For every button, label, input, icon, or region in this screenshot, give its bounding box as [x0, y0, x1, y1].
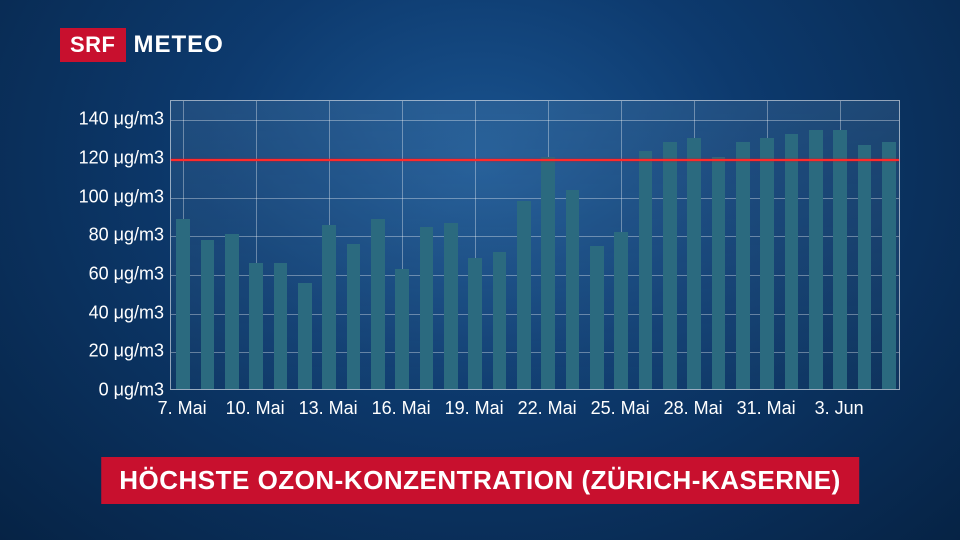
x-axis-label: 25. Mai [591, 398, 650, 419]
x-axis-label: 31. Mai [737, 398, 796, 419]
plot-box [170, 100, 900, 390]
data-bar [760, 138, 773, 389]
srf-logo: SRF [60, 28, 126, 62]
logo-area: SRF METEO [60, 28, 224, 62]
data-bar [322, 225, 335, 389]
data-bar [736, 142, 749, 389]
x-axis-label: 13. Mai [299, 398, 358, 419]
data-bar [541, 157, 554, 389]
data-bar [420, 227, 433, 389]
data-bar [493, 252, 506, 389]
data-bar [517, 201, 530, 389]
data-bar [639, 151, 652, 389]
y-axis-label: 140 μg/m3 [60, 109, 164, 130]
x-axis-label: 3. Jun [815, 398, 864, 419]
y-axis-label: 40 μg/m3 [60, 302, 164, 323]
data-bar [176, 219, 189, 389]
y-axis-label: 0 μg/m3 [60, 380, 164, 401]
data-bar [395, 269, 408, 389]
data-bar [566, 190, 579, 389]
y-axis-label: 80 μg/m3 [60, 225, 164, 246]
y-axis-label: 20 μg/m3 [60, 341, 164, 362]
data-bar [858, 145, 871, 389]
meteo-text: METEO [134, 31, 224, 59]
data-bar [371, 219, 384, 389]
bars-container [171, 101, 899, 389]
data-bar [663, 142, 676, 389]
x-axis-label: 16. Mai [372, 398, 431, 419]
data-bar [249, 263, 262, 389]
data-bar [785, 134, 798, 389]
data-bar [590, 246, 603, 389]
data-bar [444, 223, 457, 389]
data-bar [712, 157, 725, 389]
data-bar [347, 244, 360, 389]
ozone-chart: 0 μg/m3 20 μg/m3 40 μg/m3 60 μg/m3 80 μg/m3 1… [60, 100, 900, 440]
data-bar [225, 234, 238, 389]
x-axis-label: 22. Mai [518, 398, 577, 419]
x-axis-label: 7. Mai [158, 398, 207, 419]
grid-line-h [171, 120, 899, 121]
data-bar [468, 258, 481, 389]
chart-title-banner: HÖCHSTE OZON-KONZENTRATION (ZÜRICH-KASER… [101, 457, 859, 504]
data-bar [274, 263, 287, 389]
data-bar [809, 130, 822, 389]
x-axis-label: 10. Mai [226, 398, 285, 419]
y-axis-label: 60 μg/m3 [60, 264, 164, 285]
data-bar [882, 142, 895, 389]
data-bar [201, 240, 214, 389]
x-axis-label: 28. Mai [664, 398, 723, 419]
data-bar [687, 138, 700, 389]
data-bar [614, 232, 627, 389]
y-axis-label: 100 μg/m3 [60, 186, 164, 207]
y-axis-label: 120 μg/m3 [60, 148, 164, 169]
x-axis-label: 19. Mai [445, 398, 504, 419]
data-bar [298, 283, 311, 389]
data-bar [833, 130, 846, 389]
threshold-line [171, 159, 899, 161]
